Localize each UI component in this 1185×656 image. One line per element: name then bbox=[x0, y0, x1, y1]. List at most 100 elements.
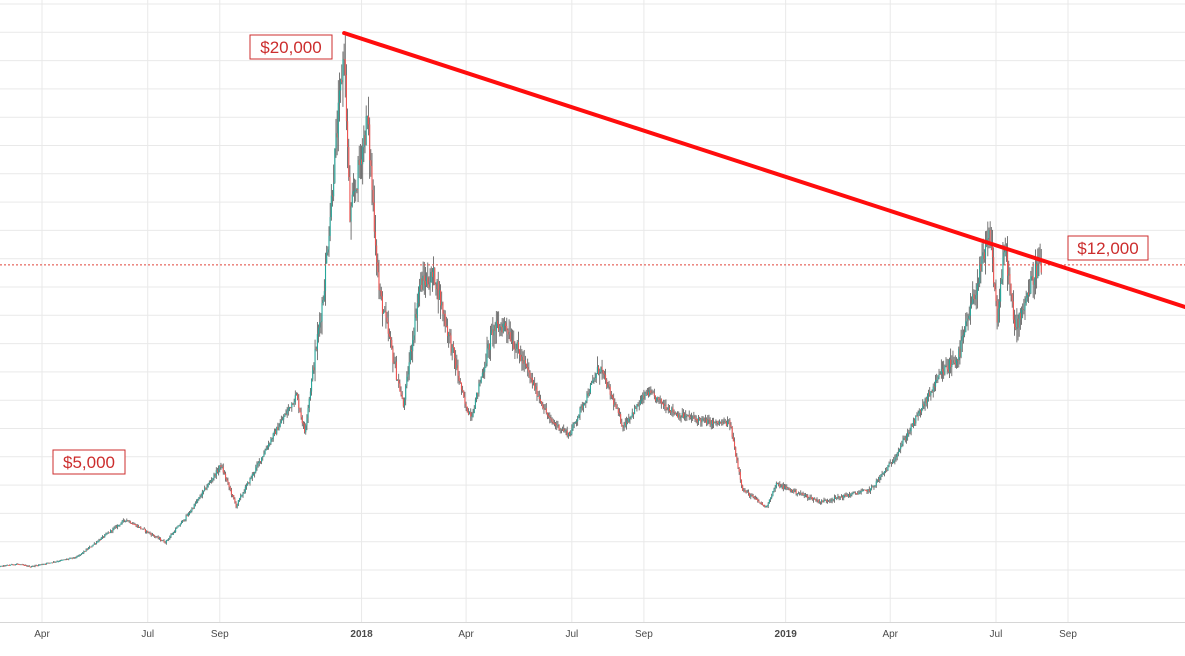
candle bbox=[919, 409, 921, 418]
candle bbox=[157, 535, 159, 540]
candle bbox=[369, 117, 371, 179]
candle-body bbox=[321, 303, 323, 322]
candle-body bbox=[304, 424, 306, 433]
candle bbox=[305, 423, 307, 435]
candle bbox=[403, 397, 406, 410]
candle bbox=[840, 494, 842, 498]
candle bbox=[520, 345, 522, 362]
candle-body bbox=[159, 538, 162, 541]
candle-body bbox=[428, 284, 430, 288]
candle bbox=[888, 461, 890, 468]
candle-body bbox=[482, 371, 485, 373]
candle bbox=[60, 559, 62, 562]
candle-body bbox=[513, 340, 515, 349]
candle-body bbox=[991, 245, 994, 258]
candle bbox=[591, 380, 593, 386]
candle-body bbox=[728, 420, 730, 422]
candle bbox=[485, 353, 487, 368]
candle-body bbox=[168, 538, 170, 540]
candle bbox=[979, 256, 981, 288]
candle-body bbox=[505, 322, 507, 326]
candle bbox=[185, 514, 187, 522]
candle bbox=[50, 562, 52, 564]
candle bbox=[80, 553, 83, 556]
candle bbox=[905, 433, 908, 444]
candle bbox=[659, 395, 661, 404]
candle-body bbox=[582, 404, 585, 409]
candle-body bbox=[763, 505, 765, 506]
candle bbox=[585, 400, 587, 408]
candle bbox=[343, 43, 345, 76]
candle-body bbox=[366, 115, 368, 117]
candle bbox=[8, 564, 11, 566]
candle-body bbox=[417, 291, 420, 304]
candle bbox=[104, 534, 106, 538]
candle bbox=[366, 115, 368, 130]
candle bbox=[556, 420, 558, 431]
candle-body bbox=[24, 565, 26, 566]
candle-body bbox=[22, 564, 24, 566]
candle bbox=[707, 415, 709, 426]
candle-body bbox=[456, 365, 458, 369]
candle-body bbox=[553, 423, 555, 425]
candle bbox=[225, 471, 227, 482]
trendline[interactable] bbox=[342, 31, 1185, 309]
candle-body bbox=[984, 245, 987, 259]
candle-body bbox=[575, 421, 578, 423]
candle-body bbox=[320, 321, 322, 323]
candle bbox=[861, 488, 863, 492]
candle-body bbox=[862, 489, 865, 491]
candle bbox=[258, 458, 260, 467]
candle-body bbox=[1002, 256, 1004, 280]
candle-body bbox=[850, 494, 852, 496]
candle-body bbox=[889, 462, 891, 464]
candle-body bbox=[661, 403, 664, 405]
candle-body bbox=[129, 521, 131, 524]
candle-body bbox=[883, 471, 885, 474]
annotation-20000[interactable]: $20,000 bbox=[249, 34, 333, 60]
candle bbox=[54, 561, 56, 563]
candle bbox=[376, 239, 378, 276]
candle bbox=[444, 310, 446, 333]
candle-body bbox=[858, 492, 860, 495]
candle-body bbox=[1000, 283, 1002, 302]
candle bbox=[904, 435, 906, 443]
candle-body bbox=[189, 512, 191, 514]
candle bbox=[351, 182, 353, 208]
candle-body bbox=[542, 404, 544, 409]
candle bbox=[207, 482, 209, 488]
candle-body bbox=[14, 564, 16, 566]
candle bbox=[68, 558, 70, 561]
candle bbox=[938, 368, 940, 380]
candle-body bbox=[785, 486, 787, 488]
candle-body bbox=[85, 549, 87, 552]
candle-body bbox=[334, 148, 336, 183]
candle-body bbox=[448, 332, 450, 337]
candle bbox=[127, 519, 129, 522]
candle-body bbox=[872, 486, 874, 488]
candle-body bbox=[830, 500, 832, 502]
candle-body bbox=[559, 429, 561, 431]
candle-body bbox=[679, 414, 681, 419]
candle-body bbox=[236, 504, 238, 508]
candle bbox=[629, 416, 631, 424]
candle-body bbox=[1016, 318, 1018, 330]
candle bbox=[190, 509, 192, 514]
annotation-5000[interactable]: $5,000 bbox=[52, 449, 126, 475]
candle bbox=[779, 481, 781, 489]
candle-body bbox=[120, 523, 122, 525]
candle-body bbox=[362, 147, 364, 165]
candle-body bbox=[202, 490, 205, 492]
candle bbox=[142, 528, 144, 530]
candle bbox=[399, 379, 401, 392]
candle bbox=[800, 490, 802, 496]
candle bbox=[159, 537, 162, 542]
annotation-12000[interactable]: $12,000 bbox=[1067, 235, 1149, 261]
candle-body bbox=[491, 329, 493, 333]
candle-body bbox=[563, 428, 565, 432]
candle bbox=[627, 417, 629, 425]
candle bbox=[262, 456, 264, 461]
candle-body bbox=[324, 263, 327, 292]
candle bbox=[880, 473, 882, 481]
